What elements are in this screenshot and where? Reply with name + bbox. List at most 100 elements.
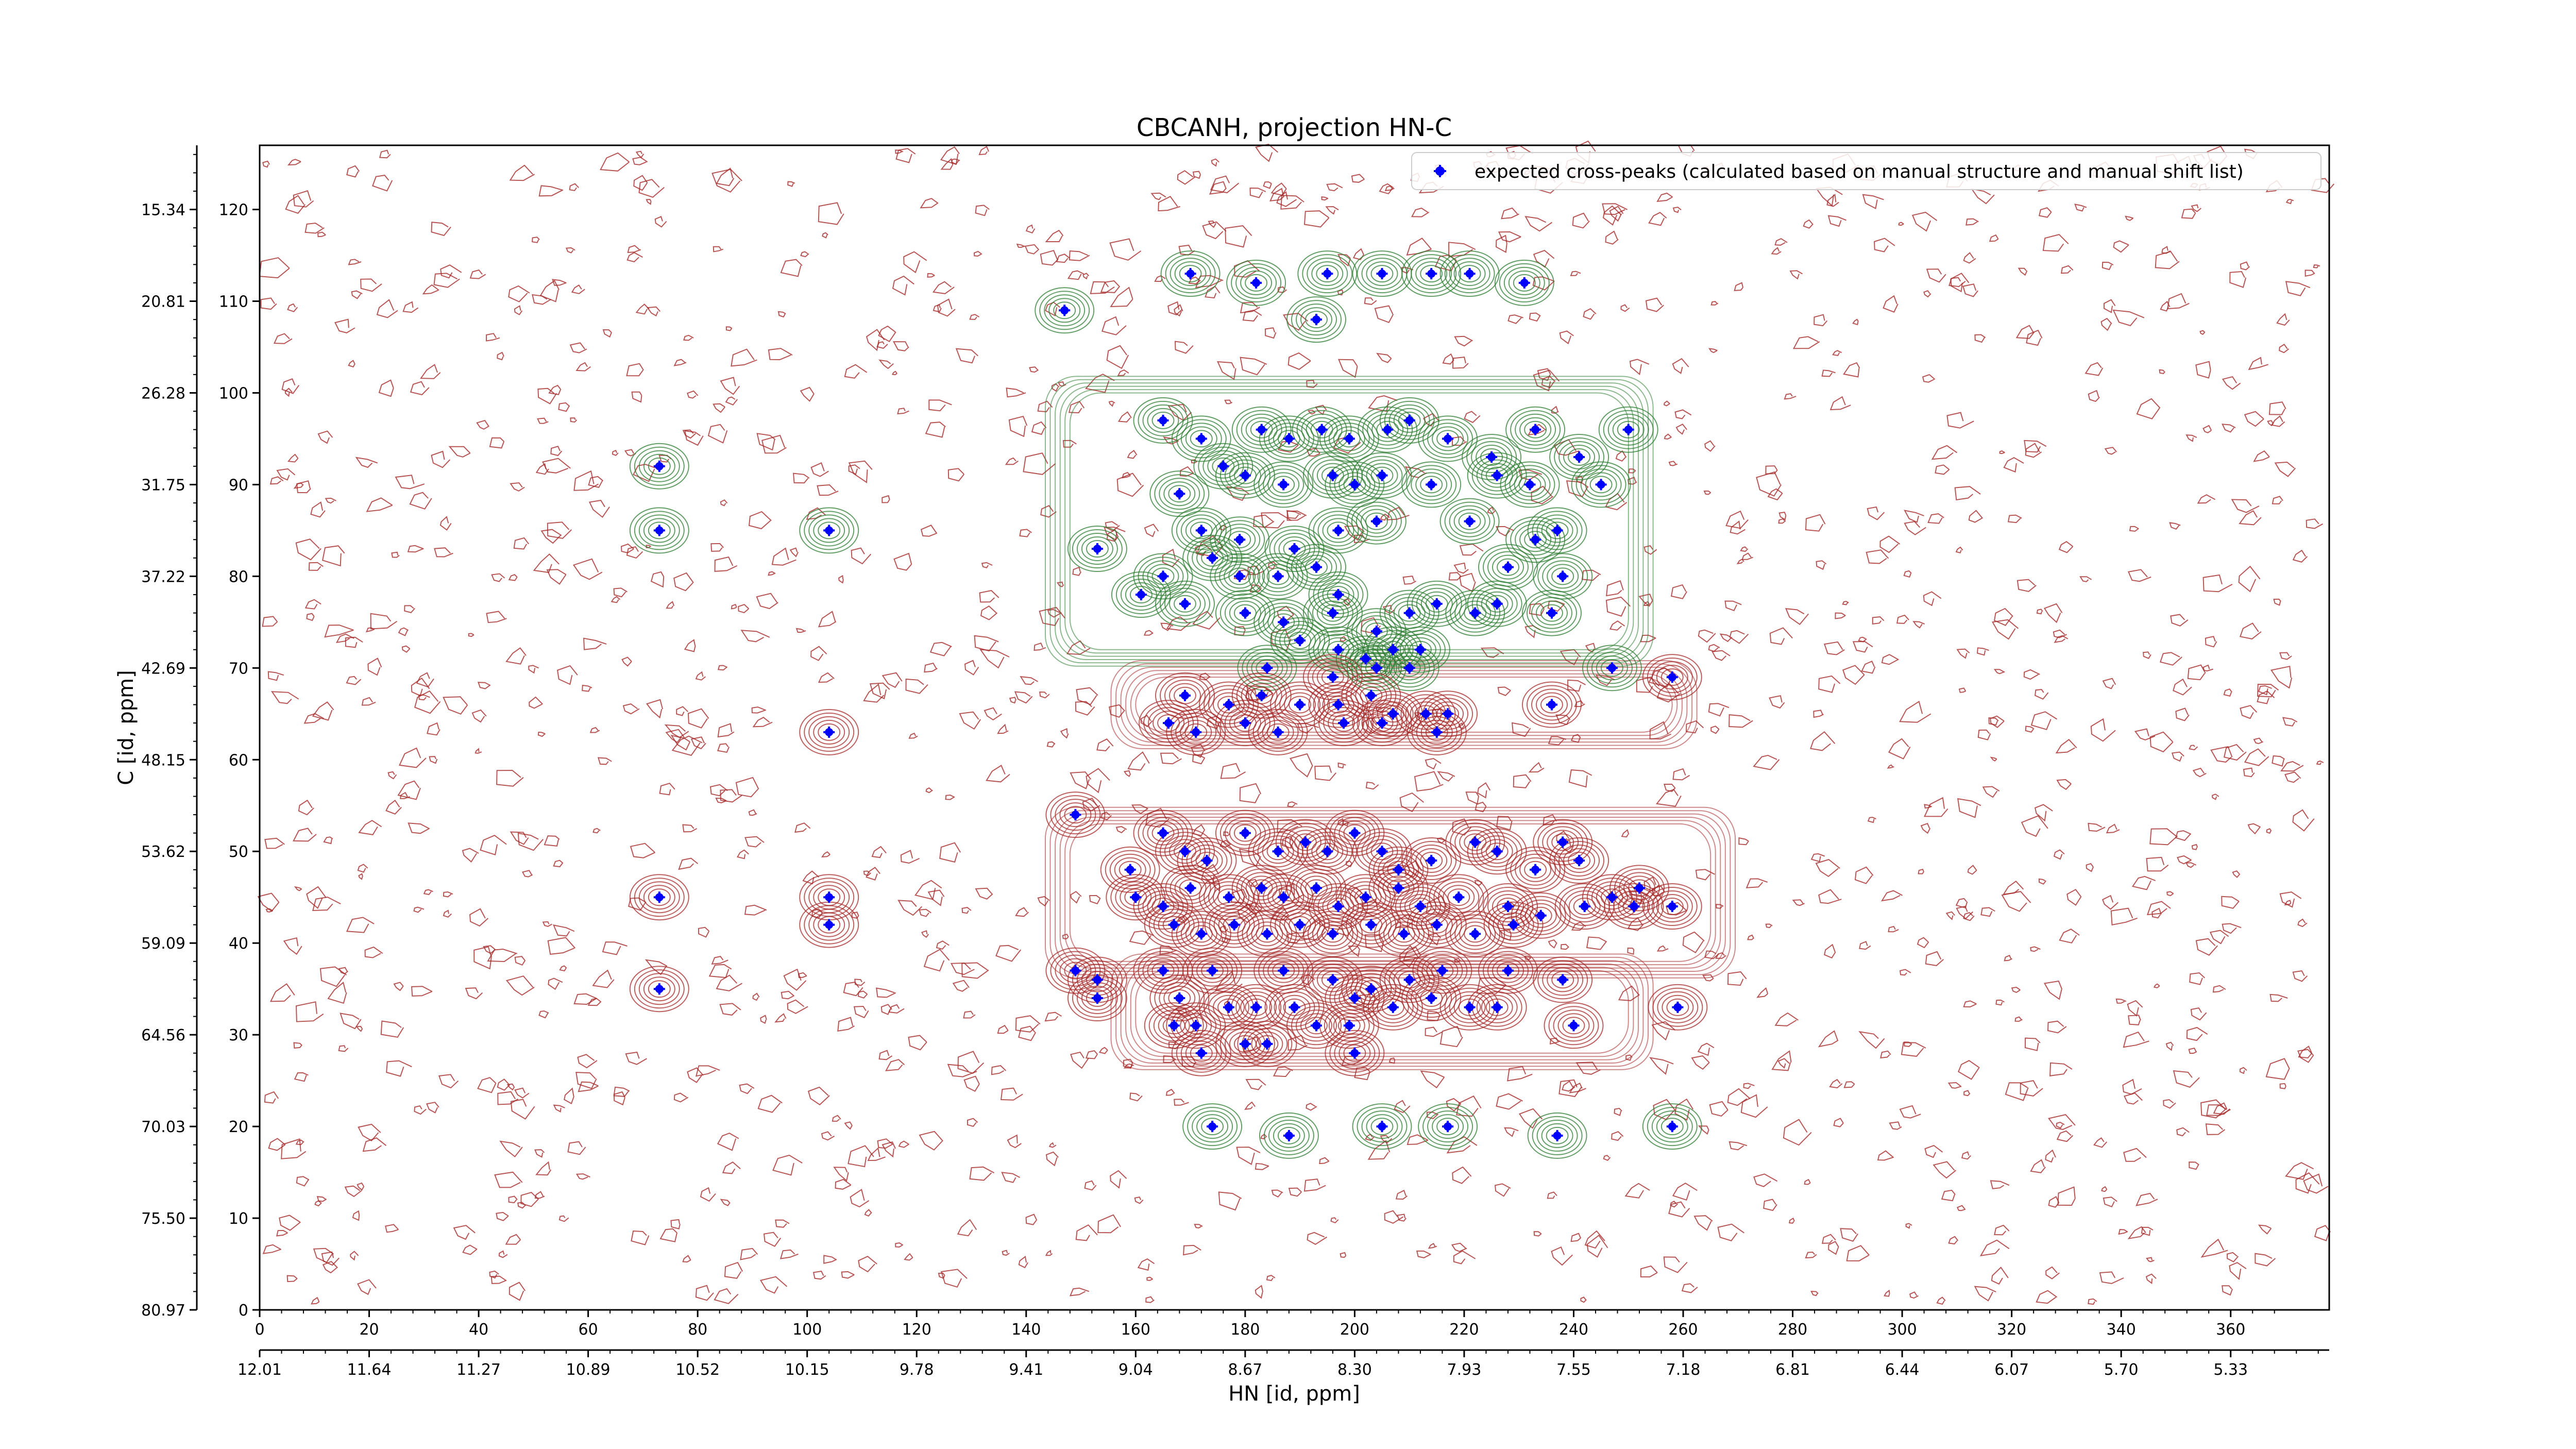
noise-contour: [2125, 215, 2133, 221]
noise-contour: [2161, 246, 2171, 254]
x-ppm-tick-label: 5.70: [2104, 1361, 2139, 1379]
noise-contour: [2195, 361, 2211, 379]
noise-contour: [2053, 629, 2067, 638]
noise-contour: [1511, 722, 1531, 737]
peak-contour: [1208, 688, 1249, 721]
noise-contour: [1827, 215, 1846, 227]
peak-contour: [1210, 516, 1270, 563]
noise-contour: [1888, 925, 1899, 933]
expected-peak: [1261, 928, 1273, 940]
peak-contour: [1416, 908, 1458, 941]
noise-contour: [2018, 267, 2028, 276]
noise-contour: [2036, 609, 2043, 615]
peak-contour: [1245, 998, 1268, 1016]
noise-contour: [919, 908, 931, 917]
peak-contour: [1275, 819, 1335, 866]
noise-contour: [682, 824, 698, 833]
noise-contour: [357, 1182, 365, 1191]
peak-contour: [1454, 918, 1496, 950]
peak-contour: [1582, 874, 1642, 921]
noise-contour: [578, 1081, 599, 1092]
noise-contour: [2202, 425, 2212, 433]
y-tick-label: 10: [229, 1210, 248, 1228]
expected-peak: [1327, 469, 1338, 481]
noise-contour: [2274, 461, 2296, 477]
noise-contour: [947, 468, 965, 482]
peak-contour: [638, 514, 680, 547]
noise-contour: [1862, 194, 1884, 210]
peak-contour: [1279, 688, 1321, 721]
peak-contour: [1201, 1118, 1224, 1136]
peak-contour: [1591, 652, 1633, 684]
expected-peak: [1551, 1130, 1563, 1141]
y-ppm-tick-label: 48.15: [141, 751, 185, 769]
noise-contour: [1810, 1291, 1819, 1296]
peak-contour: [1067, 526, 1127, 572]
noise-contour: [1000, 1087, 1023, 1101]
expected-peak: [1376, 717, 1388, 729]
noise-contour: [1108, 400, 1115, 407]
noise-contour: [921, 930, 929, 938]
peak-contour: [1536, 514, 1578, 547]
noise-contour: [2015, 325, 2035, 339]
noise-contour: [565, 247, 575, 254]
peak-contour: [1163, 986, 1196, 1010]
expected-peak: [1234, 570, 1246, 582]
peak-contour: [1263, 419, 1314, 459]
noise-contour: [1736, 559, 1744, 565]
noise-contour: [1685, 720, 1704, 734]
noise-contour: [882, 672, 903, 688]
noise-contour: [364, 946, 383, 958]
noise-contour: [2212, 794, 2219, 800]
noise-contour: [276, 468, 296, 481]
peak-contour: [1076, 533, 1118, 565]
noise-contour: [892, 275, 914, 296]
noise-contour: [1097, 1214, 1121, 1234]
x-ppm-tick-label: 7.18: [1666, 1361, 1701, 1379]
peak-contour: [1154, 474, 1205, 514]
peak-contour: [1213, 908, 1255, 941]
expected-peak: [1234, 534, 1246, 546]
noise-contour: [1347, 945, 1361, 957]
noise-contour: [698, 926, 710, 938]
noise-contour: [1558, 1079, 1582, 1098]
noise-contour: [588, 476, 604, 488]
noise-contour: [2206, 1104, 2231, 1116]
noise-contour: [1655, 788, 1682, 807]
noise-contour: [1025, 1214, 1038, 1225]
peak-contour: [1481, 995, 1513, 1020]
peak-contour: [1425, 723, 1448, 741]
noise-contour: [538, 1010, 549, 1019]
peak-contour: [1329, 813, 1380, 853]
peak-contour: [1513, 274, 1536, 292]
noise-contour: [1529, 312, 1541, 322]
peak-contour: [1296, 410, 1347, 449]
noise-contour: [1963, 1090, 1971, 1097]
expected-peak: [1546, 699, 1557, 711]
peak-contour: [1180, 514, 1222, 547]
noise-contour: [567, 1141, 586, 1155]
peak-contour: [1270, 901, 1330, 948]
noise-contour: [547, 937, 576, 955]
noise-contour: [546, 569, 567, 585]
noise-contour: [1145, 1296, 1155, 1303]
noise-contour: [2239, 622, 2262, 639]
noise-contour: [2048, 1195, 2060, 1208]
noise-contour: [621, 656, 632, 667]
peak-contour: [1478, 883, 1538, 930]
x-tick-label: 20: [359, 1321, 379, 1339]
noise-contour: [1287, 932, 1302, 943]
noise-contour: [1060, 728, 1069, 739]
noise-contour: [1965, 218, 1979, 226]
noise-contour: [646, 199, 652, 205]
noise-contour: [491, 573, 505, 582]
peak-contour: [1208, 991, 1249, 1023]
noise-contour: [2045, 1149, 2056, 1163]
noise-contour: [633, 175, 648, 191]
peak-contour: [1267, 610, 1300, 635]
peak-contour: [1533, 956, 1593, 1003]
noise-contour: [711, 169, 742, 193]
noise-contour: [2084, 362, 2104, 376]
noise-contour: [2106, 823, 2120, 834]
noise-contour: [937, 298, 956, 317]
